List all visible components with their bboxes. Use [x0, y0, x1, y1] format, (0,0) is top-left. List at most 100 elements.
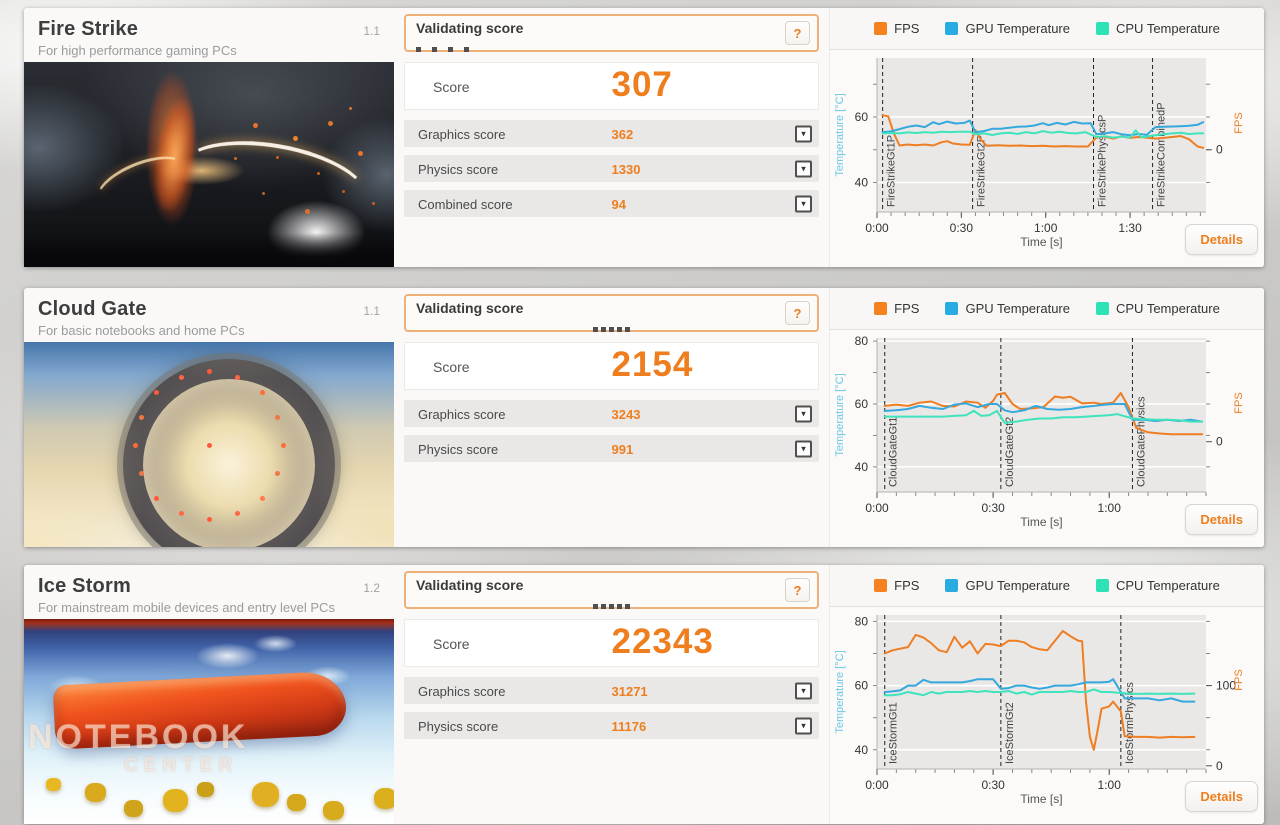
subscore-value: 1330: [611, 162, 641, 177]
benchmark-subtitle: For mainstream mobile devices and entry …: [38, 600, 335, 615]
chart-column: FPS GPU Temperature CPU Temperature 40 60…: [829, 8, 1264, 267]
legend-label: CPU Temperature: [1116, 21, 1220, 36]
validating-score-box: Validating score ?: [404, 14, 819, 52]
svg-text:0:00: 0:00: [865, 501, 889, 515]
details-button[interactable]: Details: [1185, 504, 1258, 535]
legend-item: GPU Temperature: [945, 21, 1070, 36]
legend-item: GPU Temperature: [945, 301, 1070, 316]
expand-button[interactable]: ▾: [795, 440, 812, 457]
sword-streak-shape: [174, 128, 375, 238]
svg-text:0:00: 0:00: [865, 778, 889, 792]
validating-label: Validating score: [416, 300, 524, 316]
details-button[interactable]: Details: [1185, 224, 1258, 255]
svg-text:CloudGatePhysics: CloudGatePhysics: [1135, 396, 1147, 487]
progress-dots: [416, 596, 807, 609]
chevron-down-icon: ▾: [801, 128, 806, 138]
chart-column: FPS GPU Temperature CPU Temperature 40 60…: [829, 288, 1264, 547]
chart-legend: FPS GPU Temperature CPU Temperature: [830, 565, 1264, 607]
validating-label: Validating score: [416, 577, 524, 593]
chevron-down-icon: ▾: [801, 408, 806, 418]
subscore-label: Physics score: [418, 719, 499, 734]
svg-text:1:00: 1:00: [1034, 221, 1058, 235]
performance-chart: 40 60 80 0:00 0:30 1:00 CloudGateGt1 CloudGateG…: [830, 330, 1264, 545]
benchmark-version: 1.2: [363, 581, 380, 595]
help-button[interactable]: ?: [785, 301, 810, 325]
cpu-temp-legend-swatch: [1096, 22, 1109, 35]
ember-particles-shape: [24, 62, 27, 65]
total-score-row: Score 307: [404, 62, 819, 110]
details-button[interactable]: Details: [1185, 781, 1258, 812]
validating-score-box: Validating score ?: [404, 294, 819, 332]
expand-button[interactable]: ▾: [795, 405, 812, 422]
svg-text:40: 40: [855, 460, 869, 474]
help-button[interactable]: ?: [785, 21, 810, 45]
subscore-value: 94: [611, 197, 626, 212]
validating-label: Validating score: [416, 20, 524, 36]
svg-text:40: 40: [855, 176, 869, 190]
expand-button[interactable]: ▾: [795, 717, 812, 734]
expand-button[interactable]: ▾: [795, 682, 812, 699]
svg-text:60: 60: [855, 110, 869, 124]
svg-text:0:00: 0:00: [865, 221, 889, 235]
benchmark-header: Ice Storm 1.2 For mainstream mobile devi…: [24, 565, 394, 619]
subscore-label: Physics score: [418, 162, 499, 177]
subscore-value: 3243: [611, 407, 641, 422]
chevron-down-icon: ▾: [801, 685, 806, 695]
gpu-temp-legend-swatch: [945, 22, 959, 35]
score-label: Score: [433, 636, 470, 652]
chart-legend: FPS GPU Temperature CPU Temperature: [830, 8, 1264, 50]
svg-text:Temperature [°C]: Temperature [°C]: [834, 650, 846, 733]
score-value: 2154: [611, 345, 694, 384]
subscore-value: 31271: [611, 684, 648, 699]
svg-text:1:00: 1:00: [1098, 501, 1122, 515]
sword-streak-shape: [89, 146, 194, 221]
subscore-label: Physics score: [418, 442, 499, 457]
legend-label: CPU Temperature: [1116, 578, 1220, 593]
legend-item: FPS: [874, 301, 919, 316]
chart-column: FPS GPU Temperature CPU Temperature 40 60…: [829, 565, 1264, 824]
total-score-row: Score 2154: [404, 342, 819, 390]
svg-text:CloudGateGt2: CloudGateGt2: [1004, 417, 1016, 487]
subscore-row: Combined score 94 ▾: [404, 190, 819, 217]
subscore-value: 991: [611, 442, 634, 457]
svg-text:FireStrikePhysicsP: FireStrikePhysicsP: [1097, 115, 1109, 207]
benchmark-card-cloud-gate: Cloud Gate 1.1 For basic notebooks and h…: [24, 288, 1264, 547]
expand-button[interactable]: ▾: [795, 125, 812, 142]
svg-text:0: 0: [1216, 759, 1223, 773]
help-button[interactable]: ?: [785, 578, 810, 602]
svg-text:80: 80: [855, 614, 869, 628]
score-value: 22343: [611, 622, 714, 661]
benchmark-card-ice-storm: Ice Storm 1.2 For mainstream mobile devi…: [24, 565, 1264, 824]
subscore-row: Physics score 11176 ▾: [404, 712, 819, 739]
subscore-value: 362: [611, 127, 634, 142]
subscore-row: Graphics score 362 ▾: [404, 120, 819, 147]
svg-text:Temperature [°C]: Temperature [°C]: [834, 373, 846, 456]
subscore-value: 11176: [611, 719, 647, 734]
fps-legend-swatch: [874, 302, 888, 315]
svg-text:1:30: 1:30: [1118, 221, 1142, 235]
benchmark-version: 1.1: [363, 304, 380, 318]
benchmark-version: 1.1: [363, 24, 380, 38]
svg-text:0:30: 0:30: [950, 221, 974, 235]
subscore-label: Graphics score: [418, 127, 506, 142]
svg-text:80: 80: [855, 334, 869, 348]
total-score-row: Score 22343: [404, 619, 819, 667]
subscore-label: Graphics score: [418, 407, 506, 422]
score-column: Validating score ? Score 22343 Graphics …: [404, 565, 819, 824]
svg-text:FireStrikeGt2P: FireStrikeGt2P: [976, 135, 988, 207]
ice-storm-artwork: NOTEBOOK CENTER: [24, 619, 394, 824]
score-label: Score: [433, 79, 470, 95]
svg-text:1:00: 1:00: [1098, 778, 1122, 792]
gpu-temp-legend-swatch: [945, 579, 959, 592]
svg-text:CloudGateGt1: CloudGateGt1: [888, 417, 900, 487]
svg-text:60: 60: [855, 397, 869, 411]
legend-label: FPS: [894, 578, 920, 593]
legend-item: CPU Temperature: [1096, 301, 1220, 316]
expand-button[interactable]: ▾: [795, 160, 812, 177]
legend-item: GPU Temperature: [945, 578, 1070, 593]
expand-button[interactable]: ▾: [795, 195, 812, 212]
benchmark-subtitle: For high performance gaming PCs: [38, 43, 237, 58]
svg-text:0:30: 0:30: [981, 778, 1005, 792]
svg-text:0:30: 0:30: [981, 501, 1005, 515]
legend-label: GPU Temperature: [965, 21, 1070, 36]
